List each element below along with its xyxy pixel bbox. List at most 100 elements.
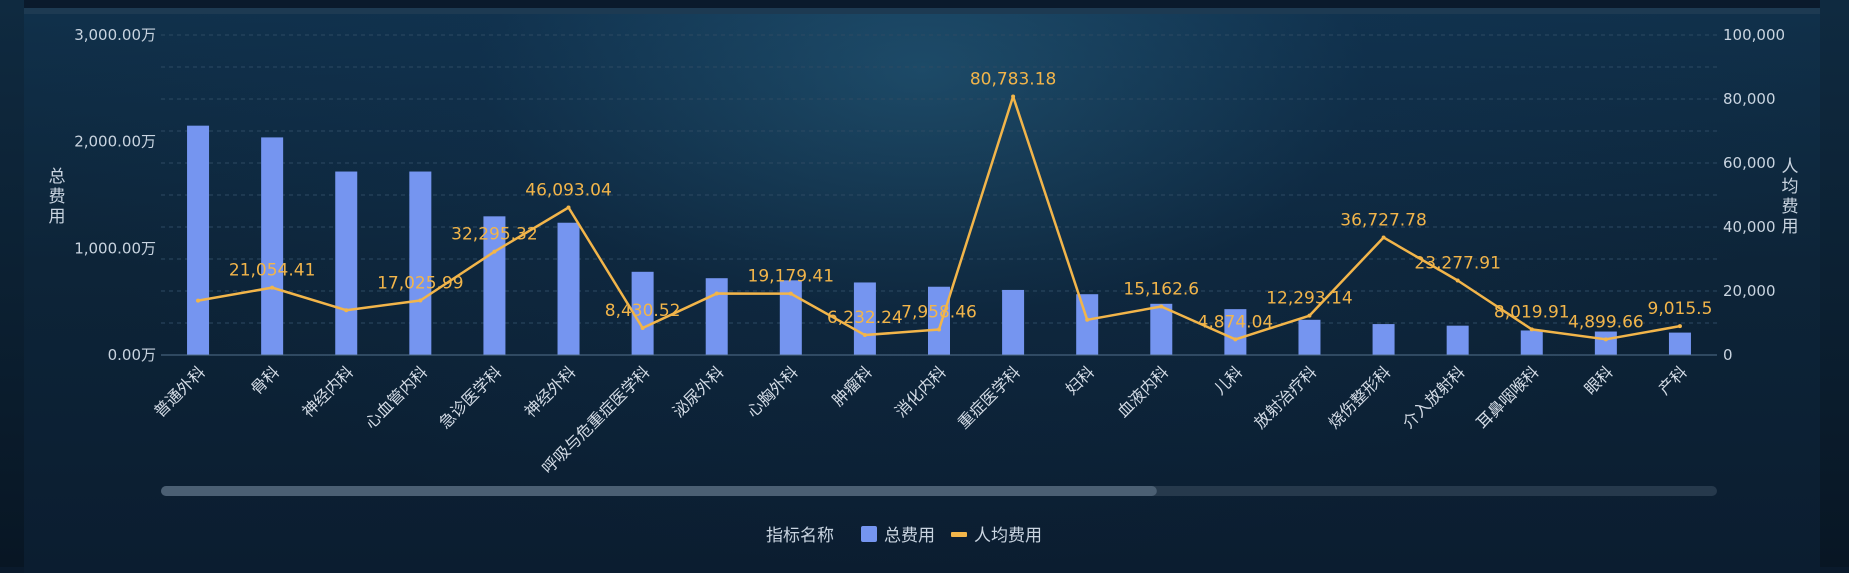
- point-per-capita-cost[interactable]: [344, 308, 349, 313]
- bar-total-cost[interactable]: [1668, 332, 1691, 355]
- point-per-capita-cost[interactable]: [566, 205, 571, 210]
- x-tick-label: 介入放射科: [1398, 362, 1468, 432]
- bar-total-cost[interactable]: [1446, 325, 1469, 355]
- bar-total-cost[interactable]: [1224, 309, 1247, 355]
- data-label-per-capita-cost: 12,293.14: [1266, 289, 1353, 309]
- point-per-capita-cost[interactable]: [1307, 313, 1312, 318]
- point-per-capita-cost[interactable]: [1233, 337, 1238, 342]
- point-per-capita-cost[interactable]: [196, 298, 201, 303]
- x-tick-label: 急诊医学科: [435, 362, 505, 432]
- data-label-per-capita-cost: 36,727.78: [1340, 210, 1427, 230]
- datazoom-handle[interactable]: [161, 486, 1157, 496]
- point-per-capita-cost[interactable]: [1159, 304, 1164, 309]
- point-per-capita-cost[interactable]: [714, 291, 719, 296]
- legend-label-per-capita-cost[interactable]: 人均费用: [974, 526, 1042, 546]
- y-right-tick-label: 40,000: [1723, 218, 1776, 236]
- x-tick-label: 消化内科: [891, 362, 950, 421]
- point-per-capita-cost[interactable]: [640, 326, 645, 331]
- bar-total-cost[interactable]: [1002, 289, 1025, 355]
- data-label-per-capita-cost: 8,019.91: [1494, 302, 1570, 322]
- data-label-per-capita-cost: 9,015.5: [1648, 299, 1713, 319]
- bar-total-cost[interactable]: [928, 286, 950, 355]
- line-layer: [196, 94, 1682, 342]
- data-label-per-capita-cost: 4,899.66: [1568, 312, 1644, 332]
- point-per-capita-cost[interactable]: [492, 249, 497, 254]
- x-tick-label: 儿科: [1210, 362, 1246, 398]
- bar-total-cost[interactable]: [1520, 330, 1543, 355]
- y-left-tick-label: 1,000.00万: [74, 239, 156, 257]
- point-per-capita-cost[interactable]: [1455, 278, 1460, 283]
- data-label-per-capita-cost: 23,277.91: [1414, 254, 1501, 274]
- y-right-tick-label: 0: [1723, 346, 1733, 364]
- legend-title: 指标名称: [766, 526, 834, 546]
- y-right-tick-label: 20,000: [1723, 282, 1776, 300]
- x-tick-label: 烧伤整形科: [1324, 362, 1394, 432]
- y-right-tick-label: 100,000: [1723, 26, 1785, 44]
- bar-total-cost[interactable]: [779, 280, 802, 355]
- point-per-capita-cost[interactable]: [1529, 327, 1534, 332]
- bar-total-cost[interactable]: [705, 278, 728, 355]
- bar-total-cost[interactable]: [187, 125, 210, 356]
- x-tick-label: 放射治疗科: [1250, 362, 1320, 432]
- bar-total-cost[interactable]: [261, 137, 284, 355]
- bar-total-cost[interactable]: [1372, 324, 1395, 355]
- legend-swatch-total-cost[interactable]: [861, 526, 877, 542]
- x-tick-label: 泌尿外科: [669, 362, 728, 421]
- data-label-per-capita-cost: 80,783.18: [970, 69, 1057, 89]
- data-label-per-capita-cost: 15,162.6: [1123, 279, 1199, 299]
- y-left-tick-label: 3,000.00万: [74, 26, 156, 44]
- bar-total-cost[interactable]: [1076, 294, 1099, 355]
- x-tick-label: 肿瘤科: [828, 362, 875, 409]
- data-label-per-capita-cost: 46,093.04: [525, 181, 612, 201]
- x-tick-label: 骨科: [247, 362, 283, 398]
- y-right-tick-label: 60,000: [1723, 154, 1776, 172]
- point-per-capita-cost[interactable]: [1085, 317, 1090, 322]
- data-label-per-capita-cost: 7,958.46: [901, 303, 977, 323]
- x-tick-label: 神经内科: [298, 362, 357, 421]
- bar-total-cost[interactable]: [853, 282, 876, 355]
- bar-total-cost[interactable]: [335, 171, 358, 355]
- y-right-axis-title: 人均费用: [1782, 157, 1799, 237]
- label-layer: 21,054.41 17,025.99 32,295.32 46,093.04 8,43…: [229, 69, 1713, 332]
- data-label-per-capita-cost: 32,295.32: [451, 225, 538, 245]
- bar-total-cost[interactable]: [1594, 331, 1617, 355]
- bar-layer: [187, 125, 1691, 356]
- axis-layer: 0.00万 1,000.00万 2,000.00万 3,000.00万 0 20,000 4…: [74, 26, 1785, 478]
- x-tick-label: 重症医学科: [954, 362, 1024, 432]
- point-per-capita-cost[interactable]: [270, 285, 275, 290]
- frame-right-edge: [1820, 0, 1849, 567]
- data-label-per-capita-cost: 17,025.99: [377, 274, 464, 294]
- point-per-capita-cost[interactable]: [937, 327, 941, 332]
- x-tick-label: 心血管内科: [361, 362, 431, 432]
- y-right-tick-label: 80,000: [1723, 90, 1776, 108]
- bar-total-cost[interactable]: [557, 222, 580, 355]
- x-tick-label: 血液内科: [1113, 362, 1172, 421]
- legend-label-total-cost[interactable]: 总费用: [884, 526, 935, 546]
- x-tick-label: 眼科: [1581, 362, 1617, 398]
- point-per-capita-cost[interactable]: [862, 333, 867, 338]
- bar-total-cost[interactable]: [1150, 303, 1173, 355]
- x-tick-label: 心胸外科: [743, 362, 802, 421]
- bar-total-cost[interactable]: [483, 216, 506, 355]
- bar-total-cost[interactable]: [631, 271, 654, 355]
- bar-total-cost[interactable]: [1298, 319, 1321, 355]
- point-per-capita-cost[interactable]: [418, 298, 423, 303]
- x-tick-label: 耳鼻咽喉科: [1473, 362, 1543, 432]
- point-per-capita-cost[interactable]: [1011, 94, 1016, 99]
- data-label-per-capita-cost: 4,874.04: [1198, 312, 1274, 332]
- point-per-capita-cost[interactable]: [1381, 235, 1386, 240]
- x-tick-label: 普通外科: [150, 362, 209, 421]
- point-per-capita-cost[interactable]: [788, 291, 793, 296]
- x-tick-label: 产科: [1655, 362, 1691, 398]
- point-per-capita-cost[interactable]: [1603, 337, 1608, 342]
- y-left-tick-label: 0.00万: [108, 346, 156, 364]
- frame-left-edge: [0, 0, 24, 567]
- legend-swatch-per-capita-cost[interactable]: [951, 532, 967, 537]
- data-label-per-capita-cost: 21,054.41: [229, 261, 316, 281]
- point-per-capita-cost[interactable]: [1677, 324, 1682, 329]
- y-left-axis-title: 总费用: [49, 167, 66, 227]
- chart-panel: [24, 8, 1820, 573]
- data-label-per-capita-cost: 19,179.41: [748, 267, 835, 287]
- bar-total-cost[interactable]: [409, 171, 432, 355]
